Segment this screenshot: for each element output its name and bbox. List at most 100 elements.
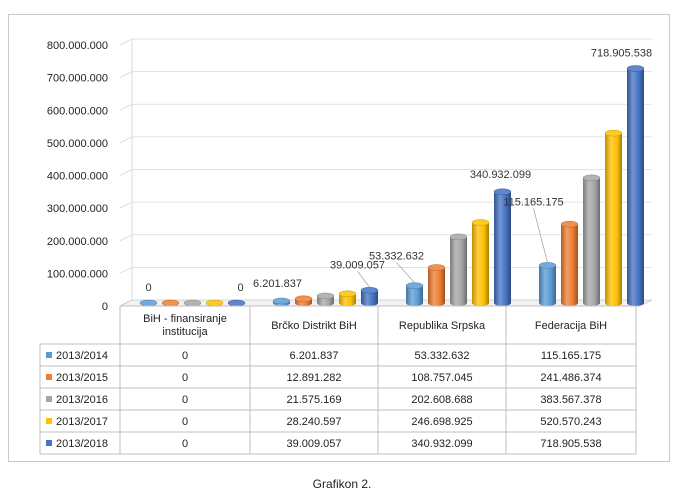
data-label: 0 — [237, 282, 243, 294]
bar-top — [493, 188, 512, 196]
bar — [272, 297, 291, 306]
bar — [582, 174, 601, 306]
bar-top — [427, 264, 446, 271]
y-tick-label: 800.000.000 — [47, 40, 108, 52]
legend-key — [46, 352, 52, 358]
table-cell: 108.757.045 — [411, 372, 472, 384]
gridline — [119, 201, 652, 209]
table-cell: 202.608.688 — [411, 394, 472, 406]
bar — [316, 292, 335, 306]
bar — [183, 299, 202, 307]
table-cell: 0 — [182, 372, 188, 384]
table-cell: 718.905.538 — [540, 438, 601, 450]
bar-body — [539, 265, 556, 306]
bar — [338, 290, 357, 306]
bar-top — [405, 282, 424, 289]
legend-key — [46, 396, 52, 402]
bar — [560, 220, 579, 306]
table-cell: 28.240.597 — [286, 416, 341, 428]
table-cell: 12.891.282 — [286, 372, 341, 384]
bar-body — [361, 290, 378, 306]
axis-corner — [119, 299, 133, 307]
bar-body — [494, 191, 511, 306]
table-cell: 53.332.632 — [414, 350, 469, 362]
gridline — [119, 169, 652, 176]
y-tick-label: 400.000.000 — [47, 171, 108, 183]
table-cell: 0 — [182, 416, 188, 428]
gridlines — [119, 38, 653, 307]
table-category-header: Republika Srpska — [399, 320, 486, 332]
data-label: 115.165.175 — [503, 196, 563, 208]
bar — [427, 264, 446, 306]
data-label: 39.009.057 — [330, 259, 385, 271]
bar — [538, 262, 557, 306]
chart: 0 100.000.000 200.000.000 300.000.000 400.00… — [39, 38, 653, 455]
table-cell: 241.486.374 — [540, 372, 601, 384]
bar — [626, 65, 645, 307]
bar-body — [583, 177, 600, 306]
table-category-header: institucija — [162, 326, 208, 338]
bar-top — [604, 129, 623, 137]
bar — [294, 295, 313, 306]
bar-body — [406, 285, 423, 306]
gridline — [119, 71, 652, 78]
bar — [360, 287, 379, 306]
data-label: 340.932.099 — [470, 169, 531, 181]
bar — [205, 299, 224, 307]
bar — [604, 129, 623, 306]
bar-body — [450, 236, 467, 306]
bar-top — [161, 299, 180, 307]
table-cell: 6.201.837 — [290, 350, 339, 362]
bar-top — [538, 262, 557, 269]
table-cell: 21.575.169 — [286, 394, 341, 406]
bar — [227, 299, 246, 307]
bar-top — [338, 290, 357, 298]
table-category-header: Brčko Distrikt BiH — [271, 320, 357, 332]
table-cell: 520.570.243 — [540, 416, 601, 428]
bar — [449, 233, 468, 306]
legend-key — [46, 440, 52, 446]
bar — [471, 219, 490, 306]
bar-top — [626, 65, 645, 72]
data-label: 6.201.837 — [253, 278, 302, 290]
bar-top — [582, 174, 601, 182]
data-label: 718.905.538 — [591, 47, 652, 59]
series-name: 2013/2017 — [56, 416, 108, 428]
bar-top — [449, 233, 468, 241]
leader-line — [396, 262, 415, 283]
table-cell: 0 — [182, 438, 188, 450]
table-cell: 0 — [182, 350, 188, 362]
table-cell: 39.009.057 — [286, 438, 341, 450]
figure-caption: Grafikon 2. — [312, 477, 372, 491]
table-category-header: BiH - finansiranje — [143, 313, 227, 325]
y-axis-ticks: 0 100.000.000 200.000.000 300.000.000 400.00… — [47, 40, 108, 313]
gridline — [119, 38, 652, 46]
table-cell: 246.698.925 — [411, 416, 472, 428]
y-tick-label: 0 — [102, 301, 108, 313]
bar-top — [272, 297, 291, 305]
y-tick-label: 300.000.000 — [47, 203, 108, 215]
gridline — [119, 136, 652, 144]
y-tick-label: 500.000.000 — [47, 138, 108, 150]
legend-key — [46, 418, 52, 424]
bar-top — [205, 299, 224, 307]
bar-top — [294, 295, 313, 303]
y-tick-label: 100.000.000 — [47, 268, 108, 280]
leader-line — [357, 271, 370, 288]
bar-body — [339, 293, 356, 306]
y-tick-label: 700.000.000 — [47, 73, 108, 85]
bar-top — [139, 299, 158, 307]
leader-line — [533, 208, 548, 263]
bar-body — [627, 68, 644, 307]
y-tick-label: 600.000.000 — [47, 105, 108, 117]
y-tick-label: 200.000.000 — [47, 236, 108, 248]
bar-top — [471, 219, 490, 226]
bar-top — [183, 299, 202, 307]
legend-key — [46, 374, 52, 380]
data-label: 53.332.632 — [369, 251, 424, 263]
bar-body — [428, 267, 445, 306]
data-label: 0 — [145, 282, 151, 294]
table-cell: 0 — [182, 394, 188, 406]
